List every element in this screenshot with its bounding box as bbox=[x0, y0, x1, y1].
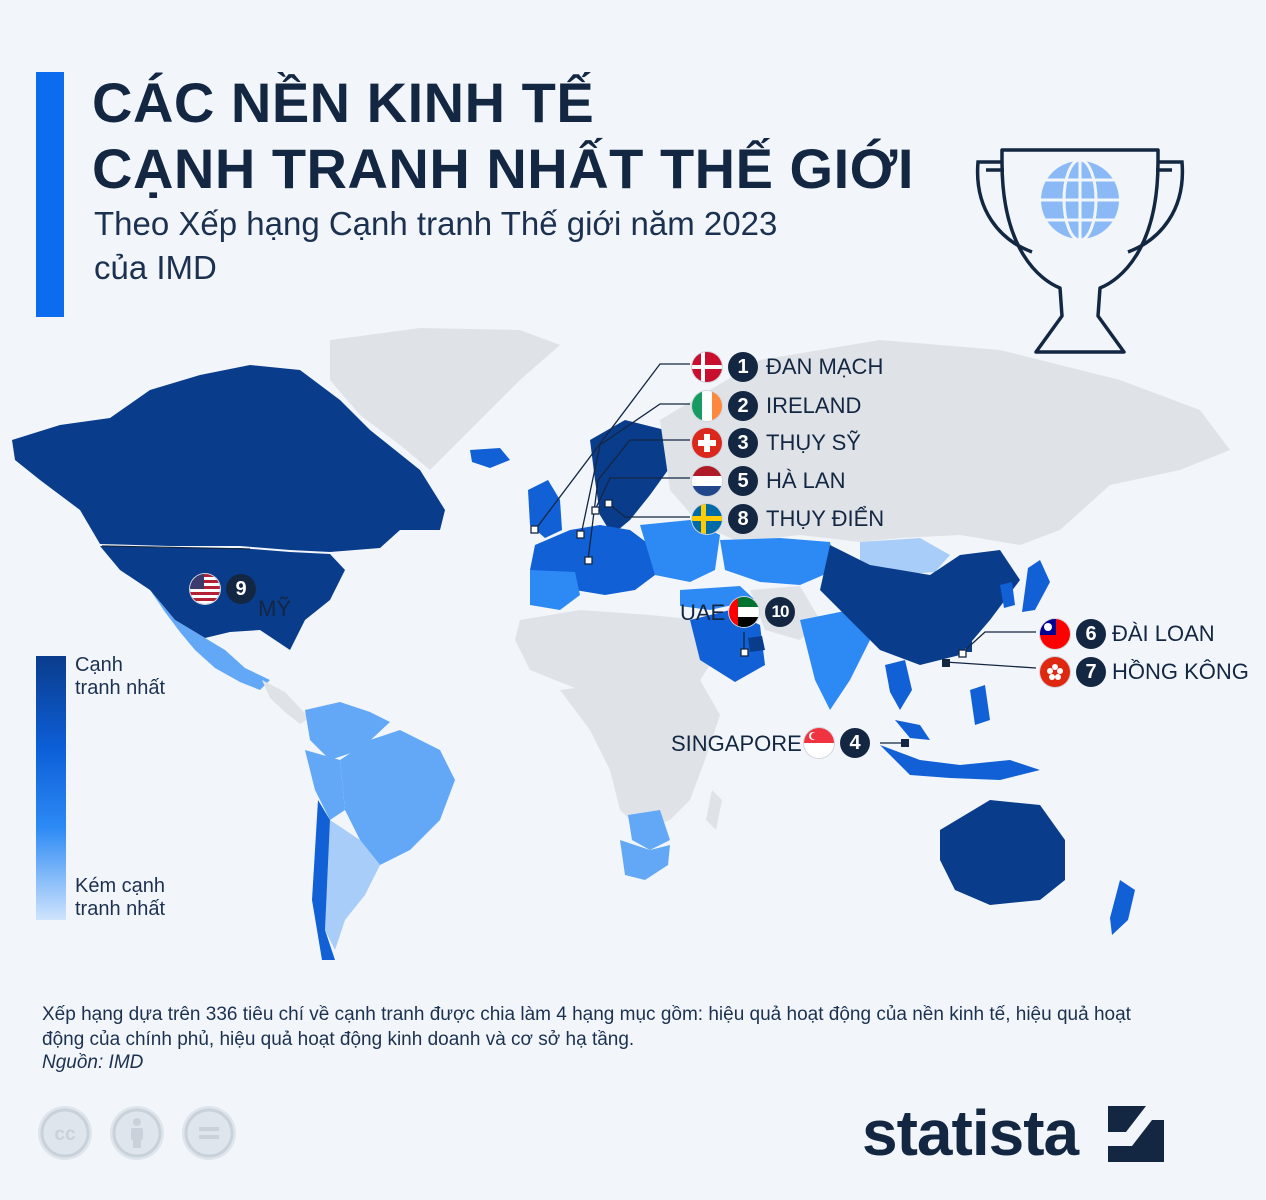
region-iberia bbox=[530, 570, 580, 610]
rank-badge-2: 2 bbox=[728, 391, 758, 421]
legend-gradient-bar bbox=[36, 656, 66, 920]
region-uk-ireland bbox=[528, 480, 562, 538]
region-madagascar bbox=[706, 790, 722, 830]
country-label-switzerland: THỤY SỸ bbox=[766, 430, 861, 455]
legend-top-label: Cạnh tranh nhất bbox=[75, 654, 165, 700]
rank-badge-5: 5 bbox=[728, 466, 758, 496]
region-indonesia bbox=[880, 745, 1040, 780]
page-title: CÁC NỀN KINH TẾ CẠNH TRANH NHẤT THẾ GIỚI bbox=[92, 70, 914, 202]
region-malaysia bbox=[895, 720, 930, 740]
legend-bottom-label: Kém cạnh tranh nhất bbox=[75, 875, 165, 921]
subtitle: Theo Xếp hạng Cạnh tranh Thế giới năm 20… bbox=[94, 202, 777, 290]
country-label-ireland: IRELAND bbox=[766, 393, 862, 418]
region-india bbox=[800, 610, 870, 710]
usa-flag-icon bbox=[190, 574, 220, 604]
region-north-africa bbox=[515, 610, 720, 690]
country-label-usa: MỸ bbox=[258, 596, 291, 621]
region-thailand bbox=[885, 660, 912, 710]
rank-badge-3: 3 bbox=[728, 428, 758, 458]
country-label-singapore: SINGAPORE bbox=[671, 731, 802, 756]
cc-icon[interactable]: cc bbox=[38, 1106, 92, 1160]
region-eastern-europe bbox=[640, 520, 720, 582]
region-philippines bbox=[970, 685, 990, 725]
rank-badge-10: 10 bbox=[765, 597, 795, 627]
accent-bar bbox=[36, 72, 64, 317]
rank-badge-1: 1 bbox=[728, 352, 758, 382]
rank-badge-7: 7 bbox=[1076, 657, 1106, 687]
ireland-flag-icon bbox=[692, 391, 722, 421]
svg-text:cc: cc bbox=[54, 1124, 76, 1145]
switzerland-flag-icon bbox=[692, 428, 722, 458]
region-mexico bbox=[150, 590, 270, 690]
legend-bottom-line-2: tranh nhất bbox=[75, 898, 166, 920]
region-saudi-arabia bbox=[690, 610, 765, 682]
region-chile bbox=[312, 800, 335, 960]
legend-top-line-1: Cạnh bbox=[75, 654, 123, 676]
no-derivatives-icon[interactable] bbox=[182, 1106, 236, 1160]
sweden-flag-icon bbox=[692, 504, 722, 534]
globe-icon bbox=[1039, 158, 1121, 242]
rank-badge-4: 4 bbox=[840, 728, 870, 758]
region-botswana bbox=[628, 810, 670, 850]
subtitle-line-2: của IMD bbox=[94, 249, 217, 286]
region-brazil bbox=[340, 730, 455, 865]
uae-flag-icon bbox=[729, 597, 759, 627]
region-russia bbox=[660, 340, 1230, 545]
statista-logo-text[interactable]: statista bbox=[862, 1097, 1079, 1169]
region-kazakhstan bbox=[720, 538, 835, 585]
taiwan-flag-icon bbox=[1040, 619, 1070, 649]
source-note: Nguồn: IMD bbox=[42, 1052, 144, 1073]
region-canada bbox=[12, 365, 445, 552]
region-new-zealand bbox=[1110, 880, 1135, 935]
world-map bbox=[12, 328, 1230, 960]
region-china bbox=[820, 545, 1020, 665]
region-south-america-colombia-venezuela bbox=[305, 702, 390, 760]
leader-markers bbox=[530, 499, 967, 658]
methodology-note: Xếp hạng dựa trên 336 tiêu chí về cạnh t… bbox=[42, 1004, 1131, 1050]
singapore-flag-icon bbox=[804, 728, 834, 758]
region-japan bbox=[1022, 560, 1050, 612]
region-central-america bbox=[262, 680, 310, 724]
rank-badge-9: 9 bbox=[226, 574, 256, 604]
hong-kong-flag-icon bbox=[1040, 657, 1070, 687]
rank-badge-8: 8 bbox=[728, 504, 758, 534]
denmark-flag-icon bbox=[692, 352, 722, 382]
region-greenland bbox=[330, 328, 560, 470]
region-south-africa bbox=[620, 840, 670, 880]
legend-top-line-2: tranh nhất bbox=[75, 677, 166, 699]
region-australia bbox=[940, 800, 1065, 905]
statista-logo-icon[interactable] bbox=[1108, 1106, 1164, 1162]
region-iceland bbox=[470, 448, 510, 468]
country-label-netherlands: HÀ LAN bbox=[766, 468, 846, 493]
region-usa bbox=[100, 546, 345, 650]
netherlands-flag-icon bbox=[692, 466, 722, 496]
country-label-sweden: THỤY ĐIỂN bbox=[766, 506, 885, 531]
region-argentina bbox=[325, 820, 380, 950]
region-uae bbox=[748, 636, 765, 652]
subtitle-line-1: Theo Xếp hạng Cạnh tranh Thế giới năm 20… bbox=[94, 205, 778, 242]
attribution-icon[interactable] bbox=[110, 1106, 164, 1160]
trophy-icon bbox=[975, 148, 1185, 354]
country-label-hong-kong: HỒNG KÔNG bbox=[1112, 659, 1249, 684]
region-mongolia bbox=[860, 538, 950, 576]
title-line-2: CẠNH TRANH NHẤT THẾ GIỚI bbox=[92, 137, 914, 200]
country-label-denmark: ĐAN MẠCH bbox=[766, 354, 884, 379]
legend-bottom-line-1: Kém cạnh bbox=[75, 875, 166, 897]
country-label-uae: UAE bbox=[680, 600, 726, 625]
leader-lines bbox=[101, 363, 1037, 744]
region-korea bbox=[1000, 582, 1015, 608]
region-sub-saharan-africa bbox=[560, 680, 720, 830]
region-peru-bolivia bbox=[305, 750, 345, 820]
country-label-taiwan: ĐÀI LOAN bbox=[1112, 621, 1215, 646]
title-line-1: CÁC NỀN KINH TẾ bbox=[92, 71, 595, 134]
rank-badge-6: 6 bbox=[1076, 619, 1106, 649]
